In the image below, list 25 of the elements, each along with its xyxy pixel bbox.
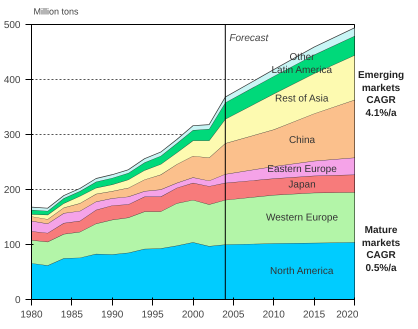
x-tick-label: 2000	[182, 310, 205, 320]
x-tick-label: 2015	[303, 310, 326, 320]
series-label: North America	[270, 266, 334, 277]
x-tick-label: 2010	[262, 310, 286, 320]
x-tick-label: 1980	[20, 310, 44, 320]
x-tick-label: 2005	[222, 310, 245, 320]
y-axis-title: Million tons	[34, 6, 80, 16]
series-label: Western Europe	[266, 212, 338, 224]
series-label: Eastern Europe	[267, 164, 338, 176]
y-tick-label: 500	[4, 20, 21, 31]
series-label: Japan	[288, 180, 316, 191]
series-label: China	[288, 134, 316, 146]
x-tick-label: 1995	[142, 310, 164, 320]
ref-line-label: Forecast	[229, 32, 270, 44]
x-tick-label: 2020	[336, 310, 359, 320]
text: Emerging markets CAGR 4.1%/a	[358, 70, 404, 120]
y-tick-label: 400	[4, 75, 21, 86]
x-tick-label: 1985	[60, 310, 84, 320]
y-tick-label: 0	[14, 295, 21, 306]
text: Mature markets CAGR 0.5%/a	[360, 225, 402, 275]
series-label: Rest of Asia	[275, 93, 329, 104]
y-tick-label: 100	[4, 240, 21, 251]
y-tick-label: 300	[4, 130, 21, 141]
y-tick-label: 200	[4, 185, 21, 196]
x-tick-label: 1990	[101, 310, 124, 320]
